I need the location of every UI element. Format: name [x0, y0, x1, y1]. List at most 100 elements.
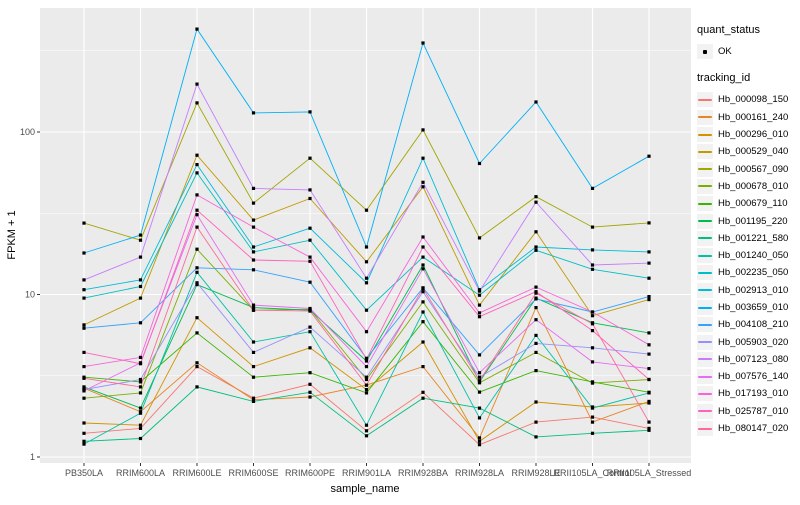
data-point	[364, 208, 369, 212]
data-point	[195, 365, 199, 369]
line-key-icon	[697, 265, 713, 281]
data-point	[138, 377, 143, 382]
legend-item-Hb_001240_050: Hb_001240_050	[697, 247, 799, 264]
data-point	[421, 235, 425, 239]
legend-item-label: Hb_000098_150	[718, 94, 789, 106]
y-tick-label: 10	[25, 290, 35, 300]
legend-item-label: Hb_002235_050	[718, 267, 789, 279]
data-point	[138, 362, 143, 366]
data-point	[421, 286, 425, 290]
data-point	[364, 365, 369, 369]
legend-item-label: Hb_007123_080	[718, 353, 789, 365]
data-point	[138, 423, 143, 427]
data-point	[308, 196, 312, 201]
data-point	[477, 353, 482, 357]
data-point	[364, 429, 369, 433]
legend-item-label: Hb_017193_010	[718, 388, 789, 400]
data-point	[138, 391, 143, 395]
data-point	[534, 200, 538, 204]
data-point	[647, 298, 651, 302]
legend-item-label: Hb_000161_240	[718, 111, 789, 123]
data-point	[477, 311, 482, 315]
data-point	[195, 27, 199, 31]
data-point	[195, 331, 199, 335]
data-point	[82, 278, 86, 282]
legend-item-Hb_025787_010: Hb_025787_010	[697, 403, 799, 420]
legend-item-label: Hb_005903_020	[718, 336, 789, 348]
x-tick-label: RRIM928LA	[455, 468, 504, 478]
data-point	[421, 263, 425, 267]
data-point	[421, 128, 425, 132]
data-point	[421, 41, 425, 45]
data-point	[364, 434, 369, 438]
data-point	[195, 281, 199, 285]
legend-item-Hb_000679_110: Hb_000679_110	[697, 195, 799, 212]
data-point	[308, 306, 312, 311]
data-point	[590, 431, 595, 435]
data-point	[308, 188, 312, 192]
data-point	[590, 314, 595, 318]
line-key-icon	[697, 351, 713, 367]
line-key-icon	[697, 213, 713, 229]
data-point	[477, 293, 482, 297]
legend-item-label: Hb_001195_220	[718, 215, 788, 227]
data-point	[195, 153, 199, 157]
data-point	[82, 439, 86, 443]
data-point	[308, 280, 312, 284]
data-point	[138, 355, 143, 359]
data-point	[421, 180, 425, 184]
x-tick-label: RRIM928LE	[511, 468, 560, 478]
data-point	[477, 303, 482, 307]
data-point	[534, 350, 538, 354]
data-point	[82, 288, 86, 292]
x-tick-label: PB350LA	[65, 468, 103, 478]
data-point	[421, 340, 425, 344]
data-point	[647, 401, 651, 405]
data-point	[364, 377, 369, 382]
data-point	[647, 377, 651, 382]
data-point	[364, 388, 369, 392]
data-point	[647, 331, 651, 335]
legend-item-ok: OK	[697, 43, 799, 60]
data-point	[251, 365, 256, 369]
data-point	[195, 171, 199, 175]
data-point	[82, 350, 86, 354]
data-point	[477, 439, 482, 443]
line-key-icon	[697, 127, 713, 143]
data-point	[647, 295, 651, 299]
data-point	[82, 251, 86, 255]
data-point	[590, 380, 595, 384]
line-key-icon	[697, 386, 713, 402]
legend-item-label: Hb_002913_010	[718, 284, 789, 296]
data-point	[138, 406, 143, 410]
data-point	[590, 406, 595, 410]
data-point	[82, 323, 86, 327]
data-point	[534, 420, 538, 424]
line-key-icon	[697, 161, 713, 177]
data-point	[308, 156, 312, 160]
data-point	[308, 226, 312, 230]
data-point	[364, 308, 369, 312]
line-key-icon	[697, 369, 713, 385]
data-point	[647, 420, 651, 424]
data-point	[364, 245, 369, 249]
x-tick-label: RRII105LA_Control	[553, 468, 631, 478]
data-point	[308, 110, 312, 114]
data-point	[534, 100, 538, 104]
data-point	[195, 361, 199, 365]
data-point	[195, 82, 199, 86]
legend-item-Hb_000567_090: Hb_000567_090	[697, 160, 799, 177]
legend-item-Hb_000098_150: Hb_000098_150	[697, 91, 799, 108]
x-tick-label: RRIM600PE	[285, 468, 335, 478]
data-point	[195, 225, 199, 229]
data-point	[421, 156, 425, 160]
panel-background	[40, 8, 691, 463]
legend-item-Hb_000161_240: Hb_000161_240	[697, 109, 799, 126]
line-key-icon	[697, 196, 713, 212]
legend-item-label: Hb_000567_090	[718, 163, 789, 175]
x-tick-label: RRIM928BA	[398, 468, 448, 478]
data-point	[138, 385, 143, 389]
data-point	[251, 218, 256, 222]
legend-item-Hb_003659_010: Hb_003659_010	[697, 299, 799, 316]
data-point	[82, 296, 86, 300]
